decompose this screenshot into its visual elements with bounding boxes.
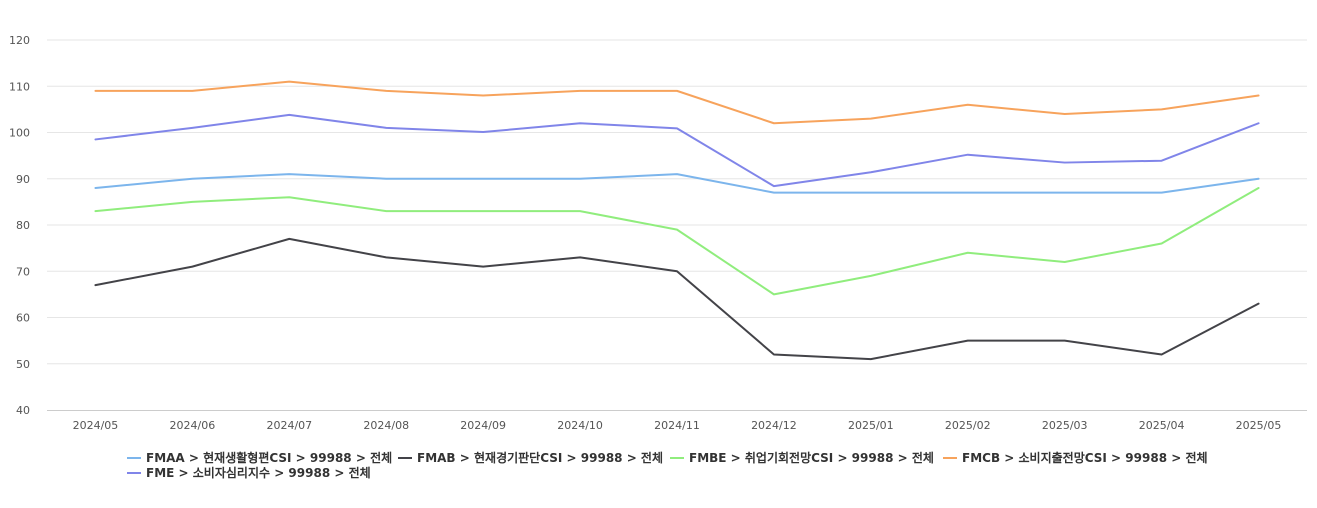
y-axis-ticks: 120 110 100 90 80 70 60 50 40 bbox=[9, 34, 30, 417]
grid-lines bbox=[47, 39, 1307, 365]
legend-label: FME > 소비자심리지수 > 99988 > 전체 bbox=[146, 465, 371, 480]
x-tick-label: 2024/07 bbox=[266, 419, 312, 432]
x-tick-label: 2024/09 bbox=[460, 419, 506, 432]
legend-label: FMCB > 소비지출전망CSI > 99988 > 전체 bbox=[962, 450, 1208, 465]
x-tick-label: 2024/05 bbox=[73, 419, 119, 432]
x-tick-label: 2025/05 bbox=[1236, 419, 1282, 432]
y-tick-label: 90 bbox=[16, 173, 30, 186]
y-tick-label: 60 bbox=[16, 312, 30, 325]
series-line-1 bbox=[94, 237, 1260, 361]
x-tick-label: 2025/01 bbox=[848, 419, 894, 432]
y-tick-label: 80 bbox=[16, 219, 30, 232]
y-tick-label: 110 bbox=[9, 80, 30, 93]
x-tick-label: 2025/03 bbox=[1042, 419, 1088, 432]
legend-item-fme[interactable]: FME > 소비자심리지수 > 99988 > 전체 bbox=[127, 465, 371, 480]
y-tick-label: 100 bbox=[9, 127, 30, 140]
series-lines bbox=[94, 80, 1260, 361]
series-line-4 bbox=[94, 113, 1260, 188]
y-tick-label: 40 bbox=[16, 404, 30, 417]
legend-label: FMAA > 현재생활형편CSI > 99988 > 전체 bbox=[146, 450, 392, 465]
x-tick-label: 2025/04 bbox=[1139, 419, 1185, 432]
legend-item-fmbe[interactable]: FMBE > 취업기회전망CSI > 99988 > 전체 bbox=[670, 450, 934, 465]
legend-label: FMAB > 현재경기판단CSI > 99988 > 전체 bbox=[417, 450, 663, 465]
x-tick-label: 2024/12 bbox=[751, 419, 797, 432]
y-tick-label: 50 bbox=[16, 358, 30, 371]
x-axis-ticks: 2024/05 2024/06 2024/07 2024/08 2024/09 … bbox=[73, 419, 1282, 432]
legend-item-fmaa[interactable]: FMAA > 현재생활형편CSI > 99988 > 전체 bbox=[127, 450, 392, 465]
x-tick-label: 2024/08 bbox=[363, 419, 409, 432]
legend-item-fmcb[interactable]: FMCB > 소비지출전망CSI > 99988 > 전체 bbox=[943, 450, 1208, 465]
legend-label: FMBE > 취업기회전망CSI > 99988 > 전체 bbox=[689, 450, 934, 465]
series-line-3 bbox=[94, 80, 1260, 125]
x-tick-label: 2025/02 bbox=[945, 419, 991, 432]
legend: FMAA > 현재생활형편CSI > 99988 > 전체 FMAB > 현재경… bbox=[127, 450, 1208, 480]
y-tick-label: 120 bbox=[9, 34, 30, 47]
y-tick-label: 70 bbox=[16, 265, 30, 278]
x-tick-label: 2024/06 bbox=[170, 419, 216, 432]
x-tick-label: 2024/11 bbox=[654, 419, 700, 432]
series-line-2 bbox=[94, 187, 1260, 296]
legend-item-fmab[interactable]: FMAB > 현재경기판단CSI > 99988 > 전체 bbox=[398, 450, 663, 465]
series-line-0 bbox=[94, 173, 1260, 194]
x-tick-label: 2024/10 bbox=[557, 419, 603, 432]
